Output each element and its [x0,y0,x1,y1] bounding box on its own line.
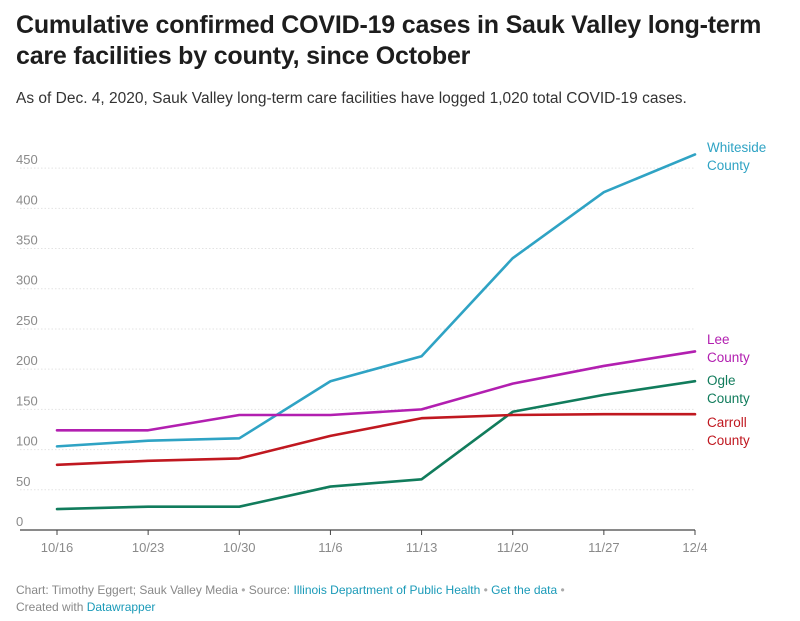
source-link[interactable]: Illinois Department of Public Health [293,583,481,597]
chart-subtitle: As of Dec. 4, 2020, Sauk Valley long-ter… [16,90,687,107]
series-line-ogle-county [55,379,697,511]
series-label-carroll-county: Carroll [707,415,747,430]
x-tick-label: 10/16 [41,540,74,555]
y-tick-label: 250 [16,313,38,328]
y-tick-label: 0 [16,514,23,529]
chart-title: Cumulative confirmed COVID-19 cases in S… [16,11,762,70]
created-with-text: Created with [16,600,87,614]
series-label-whiteside-county: County [707,158,750,173]
y-tick-label: 450 [16,152,38,167]
datawrapper-link[interactable]: Datawrapper [86,600,156,614]
series-label-carroll-county: County [707,433,750,448]
get-data-link[interactable]: Get the data [491,583,558,597]
x-axis: 10/16 10/23 10/30 11/6 11/13 11/20 11/27 12/4 [41,530,708,555]
series-label-ogle-county: Ogle [707,373,736,388]
chart-footer: Chart: Timothy Eggert; Sauk Valley Media… [16,582,786,616]
series-line-whiteside-county [55,153,697,448]
x-tick-label: 10/23 [132,540,165,555]
credit-text: Chart: Timothy Eggert; Sauk Valley Media [16,583,238,597]
x-tick-label: 11/6 [318,540,342,555]
series-line-carroll-county [55,412,697,467]
source-prefix: Source: [248,583,294,597]
footer-separator: • [241,583,246,597]
x-tick-label: 11/27 [588,540,620,555]
x-tick-label: 11/13 [406,540,438,555]
y-tick-label: 150 [16,393,38,408]
series-labels: Whiteside County Lee County Ogle County Carrol… [707,140,766,448]
series-label-lee-county: Lee [707,332,730,347]
y-axis: 0 50 100 150 200 250 300 350 400 450 [16,152,38,529]
y-tick-label: 200 [16,353,38,368]
gridlines [20,167,695,531]
series-line-lee-county [55,350,697,432]
footer-separator: • [560,583,565,597]
y-tick-label: 50 [16,474,30,489]
x-tick-label: 10/30 [223,540,256,555]
x-tick-label: 12/4 [682,540,707,555]
x-tick-label: 11/20 [497,540,529,555]
series-label-whiteside-county: Whiteside [707,140,766,155]
y-tick-label: 350 [16,233,38,248]
series-lines [55,153,697,511]
series-label-lee-county: County [707,350,750,365]
y-tick-label: 400 [16,192,38,207]
y-tick-label: 300 [16,273,38,288]
footer-separator: • [483,583,488,597]
series-label-ogle-county: County [707,391,750,406]
y-tick-label: 100 [16,434,38,449]
